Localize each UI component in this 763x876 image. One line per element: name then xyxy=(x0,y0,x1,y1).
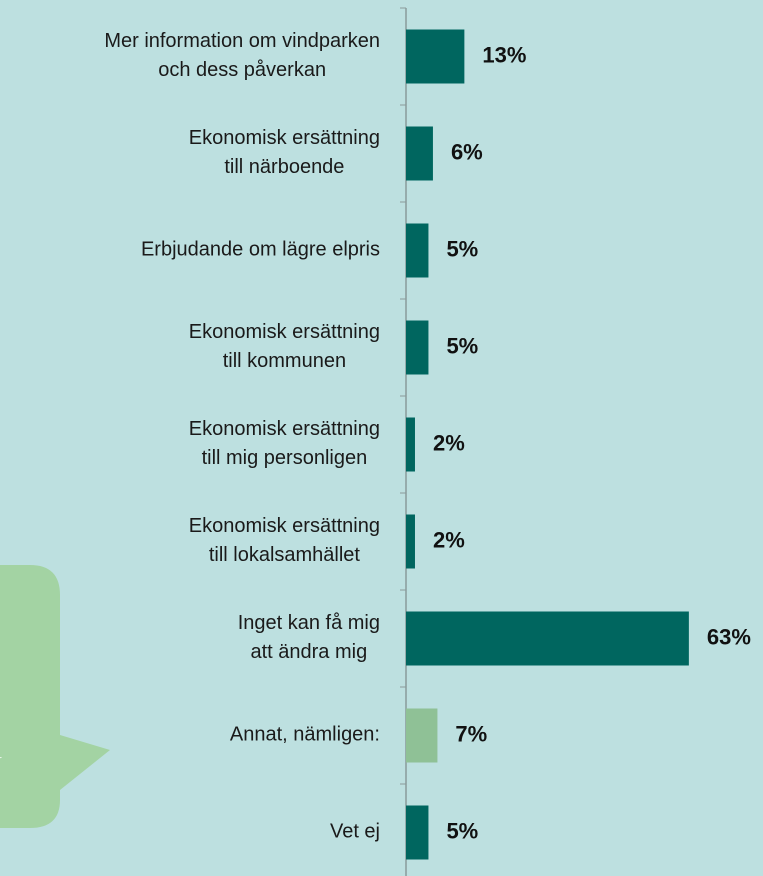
category-label: Mer information om vindparken och dess på… xyxy=(104,30,380,81)
value-label: 13% xyxy=(482,42,526,67)
value-label: 7% xyxy=(455,721,487,746)
bubble-text: r xyxy=(0,754,2,766)
bar xyxy=(406,126,433,181)
category-label: Annat, nämligen: xyxy=(230,724,380,746)
value-label: 2% xyxy=(433,430,465,455)
value-label: 2% xyxy=(433,527,465,552)
value-label: 5% xyxy=(446,818,478,843)
bar xyxy=(406,320,429,375)
bar xyxy=(406,708,438,763)
bar xyxy=(406,805,429,860)
category-label: Ekonomisk ersättning till lokalsamhället xyxy=(189,515,380,566)
category-label: Ekonomisk ersättning till närboende xyxy=(189,127,380,178)
bar xyxy=(406,611,689,666)
speech-bubble xyxy=(0,565,110,828)
category-label: Ekonomisk ersättning till mig personligen xyxy=(189,418,380,469)
bar xyxy=(406,223,429,278)
value-label: 5% xyxy=(446,333,478,358)
bar xyxy=(406,514,415,569)
category-label: Ekonomisk ersättning till kommunen xyxy=(189,321,380,372)
category-label: Inget kan få mig att ändra mig xyxy=(238,612,380,663)
value-label: 5% xyxy=(446,236,478,261)
category-label: Vet ej xyxy=(330,821,380,843)
value-label: 63% xyxy=(707,624,751,649)
bar xyxy=(406,29,465,84)
bar xyxy=(406,417,415,472)
value-label: 6% xyxy=(451,139,483,164)
category-label: Erbjudande om lägre elpris xyxy=(141,239,380,261)
